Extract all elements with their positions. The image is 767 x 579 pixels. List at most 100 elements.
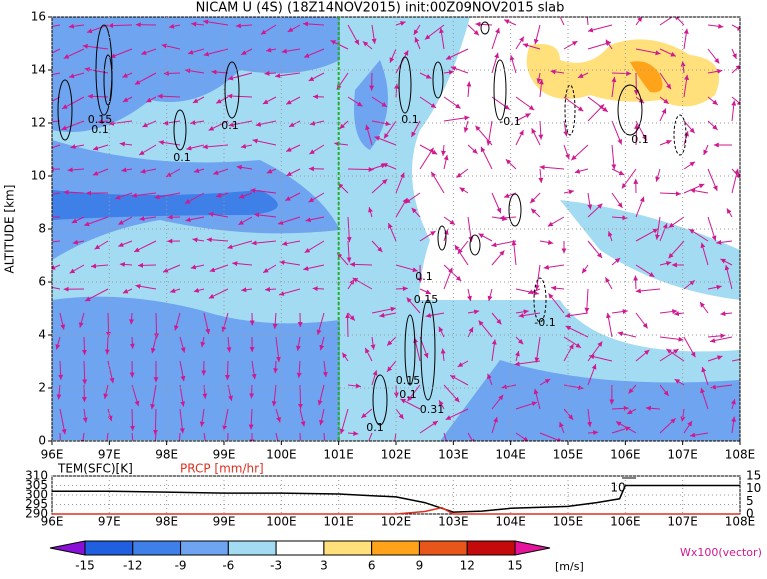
colorbar-box xyxy=(133,541,181,555)
x-tick-label: 99E xyxy=(213,448,236,462)
colorbar-box xyxy=(372,541,420,555)
wind-vector xyxy=(612,169,624,175)
wind-vector xyxy=(656,169,660,182)
x-tick-label: 96E xyxy=(41,448,64,462)
y-tick-label: 2 xyxy=(38,381,46,395)
colorbar-label: -3 xyxy=(270,559,282,573)
wind-vector xyxy=(564,97,583,111)
contour-label: 0.1 xyxy=(401,113,419,126)
contour-label: 0.1 xyxy=(221,119,239,132)
wind-vector xyxy=(540,167,564,169)
wind-vector xyxy=(513,240,516,265)
wind-vector xyxy=(227,361,228,380)
wind-vector xyxy=(582,265,588,273)
wind-vector xyxy=(108,313,109,337)
surface-x-tick-label: 105E xyxy=(553,515,584,529)
y-tick-label: 12 xyxy=(31,116,46,130)
surface-x-tick-label: 104E xyxy=(495,515,526,529)
wind-vector xyxy=(622,169,636,188)
colorbar-triangle xyxy=(50,541,85,555)
wind-vector xyxy=(251,385,252,398)
wind-vector xyxy=(551,288,564,289)
contour-label: -0.1 xyxy=(499,115,520,128)
wind-vector xyxy=(468,289,471,301)
colorbar-box xyxy=(181,541,229,555)
wind-vector xyxy=(732,49,736,59)
wind-vector xyxy=(396,288,408,289)
surface-x-tick-label: 101E xyxy=(323,515,354,529)
wind-vector xyxy=(710,337,732,342)
contour-label: 0.15 xyxy=(396,374,421,387)
contour-label: 0.1 xyxy=(173,151,191,164)
vector-label: Wx100(vector) xyxy=(680,546,762,559)
wind-vector xyxy=(684,121,695,133)
wind-vector xyxy=(605,277,612,289)
wind-vector xyxy=(506,159,516,169)
wind-vector xyxy=(636,16,642,25)
wind-vector xyxy=(540,121,541,140)
wind-vector xyxy=(499,217,516,218)
wind-vector xyxy=(532,128,540,145)
wind-vector xyxy=(300,385,301,409)
wind-vector xyxy=(612,73,631,74)
colorbar-label: 3 xyxy=(320,559,328,573)
x-tick-label: 102E xyxy=(381,448,412,462)
y-tick-label: 6 xyxy=(38,275,46,289)
wind-vector xyxy=(313,288,324,289)
colorbar-box xyxy=(419,541,467,555)
wind-vector xyxy=(588,25,612,31)
tem-label: TEM(SFC)[K] xyxy=(57,462,133,476)
wind-vector xyxy=(84,337,85,355)
x-tick-label: 106E xyxy=(610,448,641,462)
wind-vector xyxy=(708,169,717,191)
wind-vector xyxy=(660,108,666,121)
surface-y2-tick-label: 5 xyxy=(746,494,754,508)
x-tick-label: 108E xyxy=(725,448,756,462)
wind-vector xyxy=(492,28,499,49)
wind-vector xyxy=(443,145,444,156)
surface-x-tick-label: 106E xyxy=(610,515,641,529)
wind-vector xyxy=(478,234,492,241)
surface-y2-tick-label: 15 xyxy=(746,469,761,483)
wind-vector xyxy=(420,148,434,169)
contour-label: 0.15 xyxy=(414,293,439,306)
contour-label: 0.31 xyxy=(420,403,445,416)
wind-vector xyxy=(690,190,708,193)
contour-label: -0.1 xyxy=(534,316,555,329)
x-tick-label: 103E xyxy=(438,448,469,462)
wind-vector xyxy=(612,145,614,169)
wind-vector xyxy=(535,25,540,44)
wind-vector xyxy=(492,193,501,213)
y-tick-label: 0 xyxy=(38,434,46,448)
wind-vector xyxy=(465,121,468,133)
colorbar-triangle xyxy=(515,541,550,555)
x-tick-label: 98E xyxy=(155,448,178,462)
surface-x-tick-label: 100E xyxy=(266,515,297,529)
colorbar-label: -6 xyxy=(222,559,234,573)
wind-vector xyxy=(660,193,681,194)
wind-vector xyxy=(444,155,447,169)
x-tick-label: 101E xyxy=(323,448,354,462)
wind-vector xyxy=(132,337,133,349)
wind-vector xyxy=(444,217,455,225)
colorbar-box xyxy=(324,541,372,555)
contour-label: 0.1 xyxy=(631,133,649,146)
wind-vector xyxy=(531,209,540,217)
y-tick-label: 8 xyxy=(38,222,46,236)
surface-y-tick-label: 310 xyxy=(25,469,48,483)
wind-vector xyxy=(660,12,679,25)
wind-vector xyxy=(530,193,540,203)
surface-x-tick-label: 102E xyxy=(381,515,412,529)
wind-vector xyxy=(636,197,644,217)
wind-vector xyxy=(564,41,577,49)
wind-vector xyxy=(488,121,492,146)
wind-vector xyxy=(348,169,374,170)
y-axis-label: ALTITUDE [km] xyxy=(3,185,17,274)
contour-label: 0.1 xyxy=(415,270,433,283)
colorbar-unit: [m/s] xyxy=(555,560,584,573)
wind-vector xyxy=(457,169,468,178)
wind-vector xyxy=(444,265,461,281)
wind-vector xyxy=(635,276,636,289)
wind-vector xyxy=(660,141,672,145)
